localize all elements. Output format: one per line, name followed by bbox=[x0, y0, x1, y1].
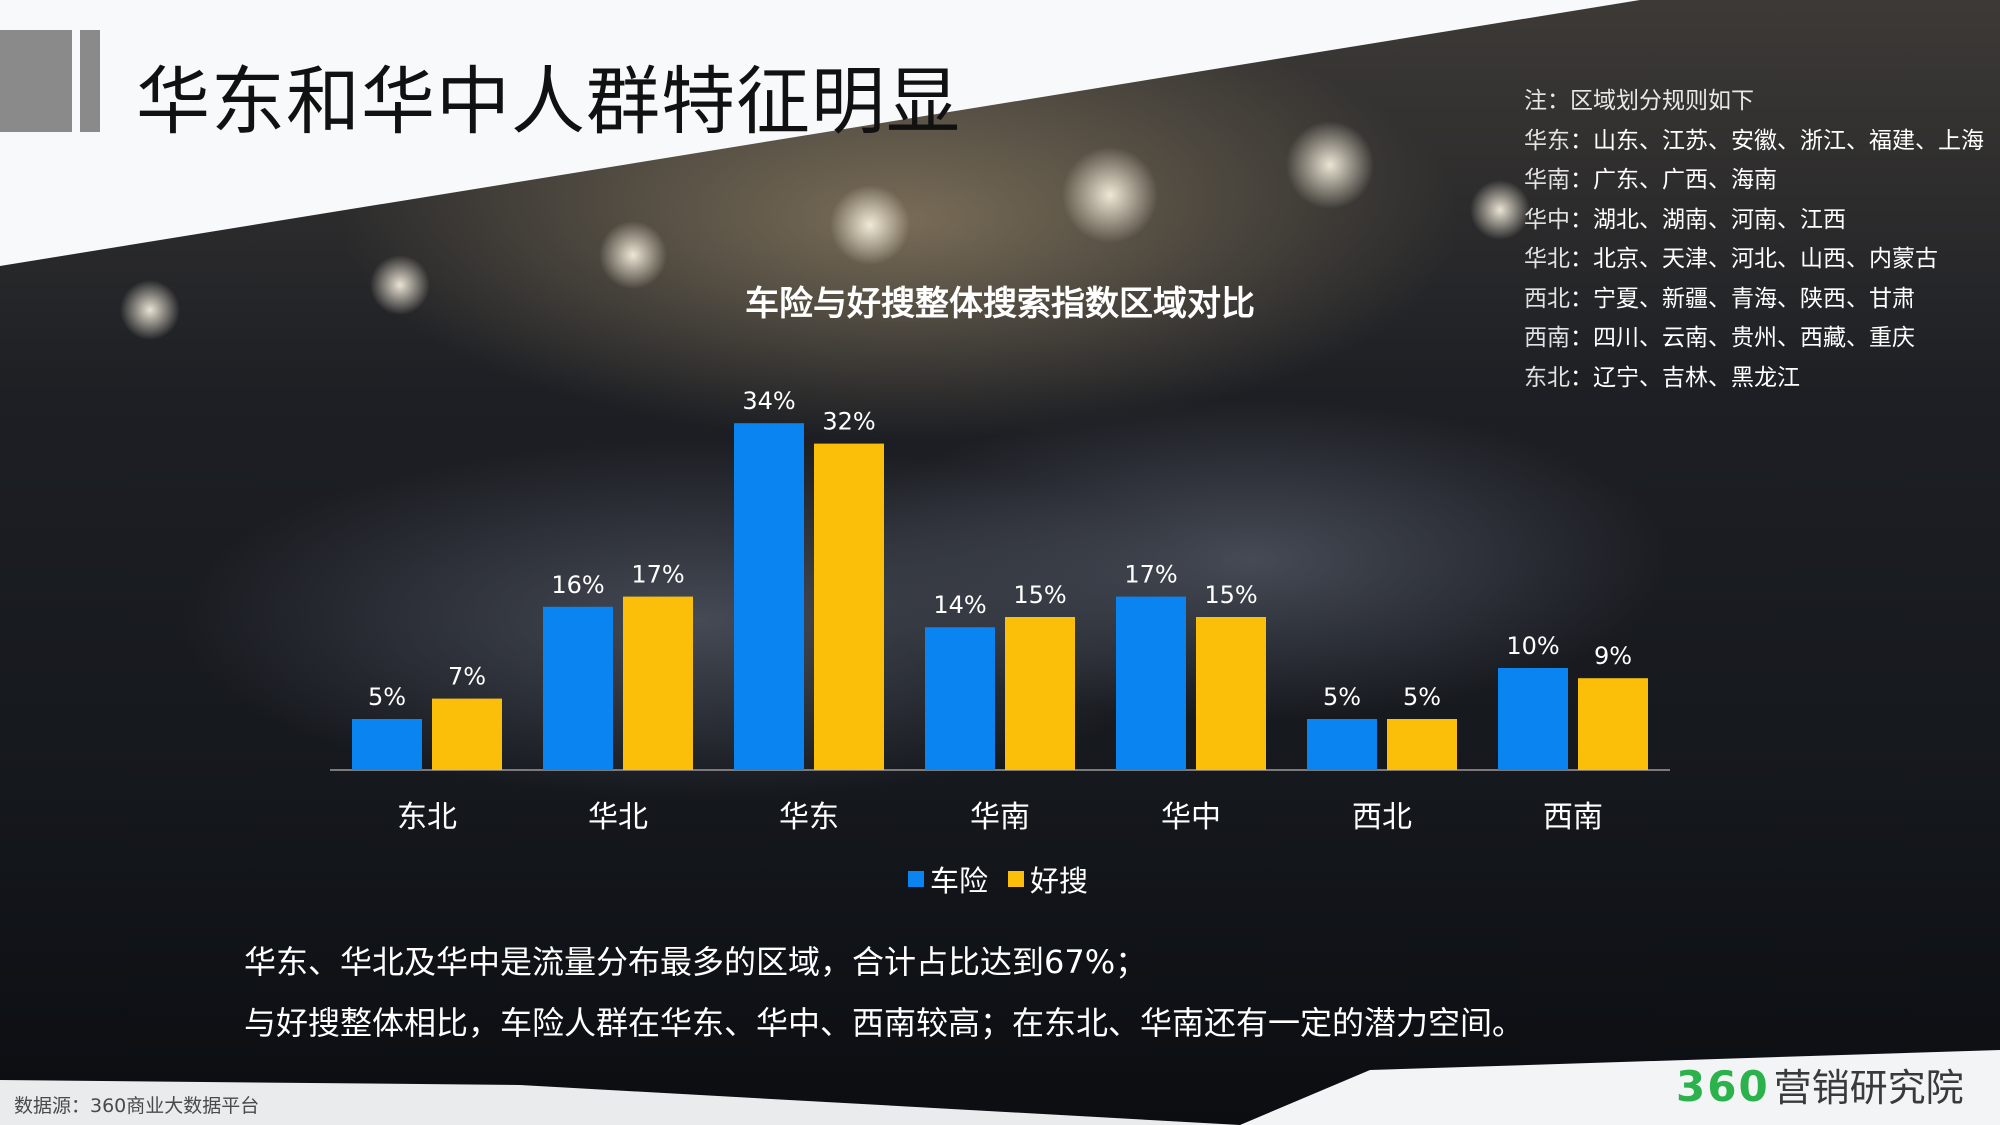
legend-label: 车险 bbox=[930, 864, 989, 898]
region-notes: 注：区域划分规则如下 华东：山东、江苏、安徽、浙江、福建、上海 华南：广东、广西… bbox=[1524, 82, 1984, 398]
summary-line: 与好搜整体相比，车险人群在华东、华中、西南较高；在东北、华南还有一定的潜力空间。 bbox=[244, 1004, 1525, 1042]
bar-车险-华东 bbox=[734, 423, 804, 770]
brand-logo: 360 营销研究院 bbox=[1676, 1057, 1964, 1112]
legend-swatch bbox=[908, 871, 924, 887]
bar-好搜-华南 bbox=[1005, 617, 1075, 770]
data-label: 15% bbox=[1204, 581, 1257, 609]
region-note: 华中：湖北、湖南、河南、江西 bbox=[1524, 206, 1846, 233]
data-label: 9% bbox=[1594, 642, 1632, 670]
title-block-icon bbox=[0, 30, 72, 132]
data-label: 16% bbox=[551, 571, 604, 599]
legend-label: 好搜 bbox=[1030, 864, 1089, 898]
data-source: 数据源：360商业大数据平台 bbox=[14, 1095, 260, 1117]
bar-好搜-华中 bbox=[1196, 617, 1266, 770]
category-label: 华北 bbox=[588, 800, 648, 835]
legend-item-series1: 车险 bbox=[908, 858, 988, 900]
category-label: 西南 bbox=[1543, 800, 1603, 835]
bar-好搜-东北 bbox=[432, 698, 502, 770]
category-label: 华东 bbox=[779, 800, 839, 835]
data-label: 15% bbox=[1013, 581, 1066, 609]
bar-车险-东北 bbox=[352, 719, 422, 770]
bar-好搜-华东 bbox=[814, 443, 884, 770]
data-label: 10% bbox=[1506, 632, 1559, 660]
bar-车险-华南 bbox=[925, 627, 995, 770]
region-note: 西南：四川、云南、贵州、西藏、重庆 bbox=[1524, 325, 1915, 351]
data-label: 7% bbox=[448, 663, 486, 691]
category-label: 华中 bbox=[1161, 800, 1221, 835]
brand-name: 营销研究院 bbox=[1773, 1066, 1964, 1110]
category-label: 华南 bbox=[970, 800, 1030, 835]
region-note: 华东：山东、江苏、安徽、浙江、福建、上海 bbox=[1524, 127, 1984, 154]
bar-车险-华中 bbox=[1116, 596, 1186, 770]
page-title: 华东和华中人群特征明显 bbox=[136, 59, 961, 145]
data-label: 5% bbox=[368, 683, 406, 711]
data-label: 17% bbox=[631, 561, 684, 589]
data-label: 32% bbox=[822, 408, 875, 436]
bar-车险-华北 bbox=[543, 606, 613, 770]
bar-车险-西北 bbox=[1307, 719, 1377, 770]
category-label: 西北 bbox=[1352, 800, 1412, 835]
chart-title: 车险与好搜整体搜索指数区域对比 bbox=[745, 284, 1255, 324]
region-note: 华南：广东、广西、海南 bbox=[1524, 167, 1777, 193]
data-label: 5% bbox=[1403, 683, 1441, 711]
summary-text: 华东、华北及华中是流量分布最多的区域，合计占比达到67%； 与好搜整体相比，车险… bbox=[244, 932, 1524, 1054]
bar-好搜-西南 bbox=[1578, 678, 1648, 770]
notes-title: 注：区域划分规则如下 bbox=[1524, 88, 1754, 114]
summary-line: 华东、华北及华中是流量分布最多的区域，合计占比达到67%； bbox=[244, 943, 1148, 981]
region-note: 西北：宁夏、新疆、青海、陕西、甘肃 bbox=[1524, 285, 1915, 312]
data-label: 34% bbox=[742, 387, 795, 415]
data-label: 5% bbox=[1323, 683, 1361, 711]
bar-好搜-华北 bbox=[623, 596, 693, 770]
data-label: 17% bbox=[1124, 561, 1177, 589]
chart-legend: 车险 好搜 bbox=[908, 858, 1108, 900]
bar-好搜-西北 bbox=[1387, 719, 1457, 770]
title-bar-icon bbox=[80, 30, 100, 132]
region-note: 东北：辽宁、吉林、黑龙江 bbox=[1524, 364, 1800, 391]
brand-number: 360 bbox=[1676, 1062, 1770, 1111]
bar-车险-西南 bbox=[1498, 668, 1568, 770]
legend-swatch bbox=[1008, 871, 1025, 887]
data-label: 14% bbox=[933, 591, 986, 619]
region-note: 华北：北京、天津、河北、山西、内蒙古 bbox=[1524, 246, 1938, 272]
legend-item-series2: 好搜 bbox=[1008, 858, 1088, 900]
category-label: 东北 bbox=[397, 800, 457, 835]
